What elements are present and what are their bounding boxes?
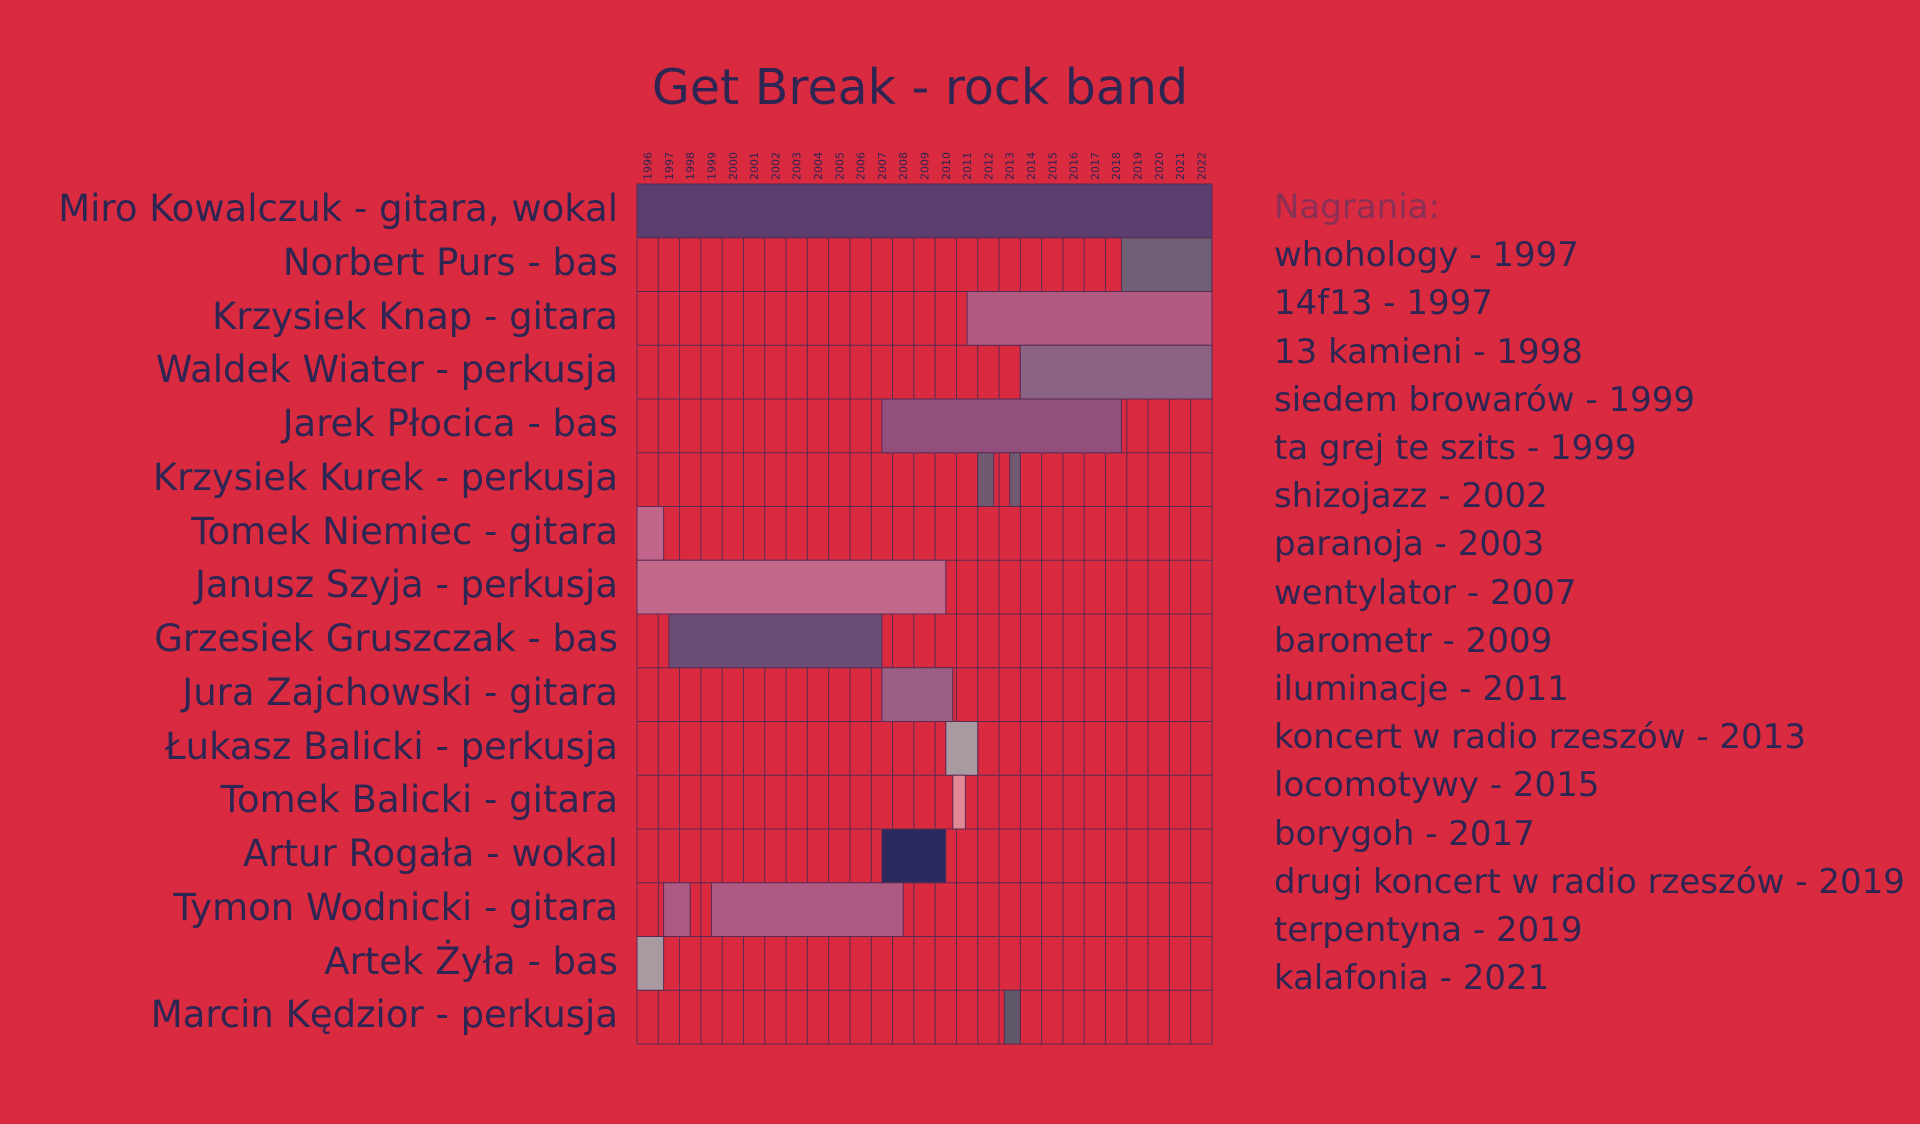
year-tick-label: 2013	[1004, 152, 1017, 180]
member-bar	[881, 667, 954, 722]
year-tick-label: 2020	[1153, 152, 1166, 180]
recording-item: drugi koncert w radio rzeszów - 2019	[1274, 861, 1905, 902]
recording-item: shizojazz - 2002	[1274, 476, 1548, 517]
member-bar	[636, 936, 665, 991]
recording-item: borygoh - 2017	[1274, 813, 1535, 854]
member-bar	[1120, 237, 1213, 292]
recording-item: barometr - 2009	[1274, 620, 1553, 661]
member-bar	[881, 398, 1122, 454]
member-label: Krzysiek Kurek - perkusja	[152, 455, 618, 499]
recording-item: locomotywy - 2015	[1274, 765, 1600, 806]
member-bar	[945, 721, 979, 776]
member-label: Jura Zajchowski - gitara	[182, 670, 618, 714]
member-bar	[1009, 452, 1021, 507]
year-tick-label: 2015	[1046, 152, 1059, 180]
chart-title: Get Break - rock band	[651, 59, 1189, 116]
member-label: Marcin Kędzior - perkusja	[150, 993, 618, 1037]
member-bar	[966, 291, 1213, 346]
year-tick-label: 2002	[769, 152, 782, 180]
year-tick-label: 2003	[791, 152, 804, 180]
recording-item: terpentyna - 2019	[1274, 910, 1583, 950]
year-tick-label: 2007	[876, 152, 889, 180]
member-bar	[668, 613, 883, 669]
member-label: Norbert Purs - bas	[282, 240, 618, 284]
year-tick-label: 2006	[855, 152, 868, 180]
year-tick-label: 1996	[642, 152, 655, 180]
recording-item: kalafonia - 2021	[1274, 958, 1550, 999]
year-tick-label: 1998	[684, 152, 697, 180]
year-tick-label: 2000	[727, 152, 740, 180]
member-label: Miro Kowalczuk - gitara, wokal	[58, 187, 618, 230]
member-bar	[1019, 344, 1213, 400]
year-tick-label: 2009	[919, 152, 932, 180]
member-label: Krzysiek Knap - gitara	[212, 294, 618, 338]
recording-item: 14f13 - 1997	[1274, 283, 1493, 324]
recording-item: ta grej te szits - 1999	[1274, 428, 1637, 468]
member-bar	[636, 183, 1213, 239]
year-tick-label: 1997	[663, 152, 676, 180]
member-bar	[1003, 989, 1021, 1045]
year-tick-label: 2012	[982, 152, 995, 180]
member-label: Artur Rogała - wokal	[243, 832, 618, 875]
recording-item: iluminacje - 2011	[1274, 669, 1569, 709]
member-label: Tymon Wodnicki - gitara	[173, 885, 618, 929]
year-tick-label: 2014	[1025, 152, 1038, 180]
year-tick-label: 2019	[1131, 152, 1144, 180]
year-tick-label: 2010	[940, 152, 953, 180]
recording-item: 13 kamieni - 1998	[1274, 331, 1583, 372]
member-bar	[952, 774, 966, 830]
recording-item: wentylator - 2007	[1274, 572, 1577, 613]
member-bar	[711, 882, 904, 937]
year-tick-label: 2011	[961, 152, 974, 180]
recording-item: paranoja - 2003	[1274, 524, 1545, 565]
member-bar	[663, 882, 691, 937]
member-label: Artek Żyła - bas	[324, 939, 618, 983]
year-tick-label: 1999	[706, 152, 719, 180]
member-label: Tomek Balicki - gitara	[220, 778, 618, 822]
recordings-heading: Nagrania:	[1274, 187, 1440, 227]
recording-item: siedem browarów - 1999	[1274, 379, 1696, 420]
member-bar	[636, 506, 665, 561]
year-tick-label: 2021	[1174, 152, 1187, 180]
member-bar	[636, 559, 947, 615]
year-tick-label: 2005	[833, 152, 846, 180]
member-label: Grzesiek Gruszczak - bas	[154, 617, 618, 660]
member-label: Jarek Płocica - bas	[282, 402, 618, 445]
member-bar	[977, 452, 995, 507]
member-label: Janusz Szyja - perkusja	[194, 563, 618, 607]
year-tick-label: 2022	[1195, 152, 1208, 180]
recording-item: koncert w radio rzeszów - 2013	[1274, 717, 1806, 758]
year-tick-label: 2001	[748, 152, 761, 180]
member-label: Łukasz Balicki - perkusja	[164, 724, 618, 768]
recording-item: whohology - 1997	[1274, 235, 1579, 276]
member-bar	[881, 828, 947, 884]
year-tick-label: 2008	[897, 152, 910, 180]
member-label: Tomek Niemiec - gitara	[191, 509, 618, 553]
year-tick-label: 2018	[1110, 152, 1123, 180]
year-tick-label: 2004	[812, 152, 825, 180]
year-tick-label: 2016	[1068, 152, 1081, 180]
year-tick-label: 2017	[1089, 152, 1102, 180]
member-label: Waldek Wiater - perkusja	[155, 348, 618, 392]
